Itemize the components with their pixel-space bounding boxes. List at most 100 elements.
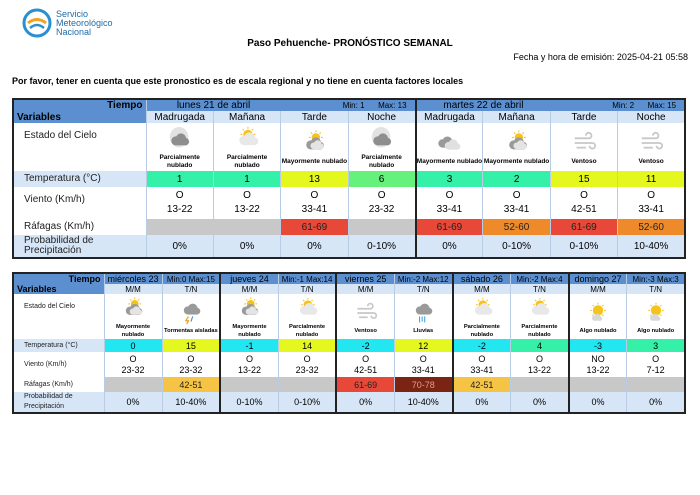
night-cloud-icon: [169, 126, 189, 148]
forecast-table-days-3-7: Tiempo miércoles 23 Min:0 Max:15 jueves 24 M…: [12, 272, 686, 414]
wind-speed: 13-22: [527, 364, 551, 375]
sky-cell: Parcialmente nublado: [213, 123, 282, 171]
precip-cell: 0%: [452, 392, 512, 413]
temp-cell: 11: [617, 171, 687, 187]
sun-cloud-icon: [299, 297, 318, 315]
precip-cell: 0-10%: [550, 235, 619, 258]
sky-cell: Mayormente nublado: [482, 123, 551, 171]
precip-cell: 0%: [568, 392, 628, 413]
sun-cloud-icon: [474, 297, 493, 315]
sky-cell: Algo nublado: [626, 294, 686, 339]
day-max: Max: 15: [647, 101, 677, 110]
gust-label: Ráfagas (Km/h): [13, 219, 147, 235]
temp-cell: 3: [626, 339, 686, 352]
gust-cell: 61-69: [336, 377, 395, 392]
period-label: T/N: [394, 284, 454, 294]
precip-cell: 10-40%: [394, 392, 454, 413]
logo-line: Nacional: [56, 26, 92, 37]
sky-description: Algo nublado: [579, 327, 617, 334]
gust-cell: [278, 377, 338, 392]
precip-cell: 0-10%: [348, 235, 417, 258]
wind-speed: 33-41: [638, 204, 664, 215]
sky-description: Parcialmente nublado: [463, 323, 500, 338]
wind-speed: 13-22: [586, 364, 610, 375]
temp-cell: 12: [394, 339, 454, 352]
wind-direction: O: [580, 190, 588, 201]
logo-line: Servicio: [56, 8, 89, 19]
period-label: Tarde: [550, 111, 619, 123]
sky-description: Ventoso: [638, 158, 664, 165]
forecast-table-days-1-2: Tiempo lunes 21 de abril Min: 1 Max: 13 mar…: [12, 98, 687, 259]
wind-label: Viento (Km/h): [13, 352, 105, 377]
day-name: viernes 25: [336, 273, 395, 284]
precip-label: Probabilidad de Precipitación: [13, 235, 147, 258]
period-label: M/M: [336, 284, 395, 294]
day-min: Min: 1: [342, 101, 365, 110]
sky-description: Parcialmente nublado: [159, 154, 200, 169]
temp-cell: 1: [213, 171, 282, 187]
sky-cell: Parcialmente nublado: [146, 123, 214, 171]
wind-speed: 13-22: [166, 204, 193, 215]
sky-cell: Algo nublado: [568, 294, 628, 339]
day-name: jueves 24: [220, 273, 279, 284]
sky-description: Ventoso: [571, 158, 597, 165]
wind-cell: O 42-51: [550, 187, 619, 219]
sky-description: Parcialmente nublado: [521, 323, 558, 338]
day-header: martes 22 de abril Min: 2 Max: 15: [415, 99, 687, 111]
day-minmax: Min:-1 Max:14: [278, 273, 338, 284]
precip-cell: 0-10%: [278, 392, 338, 413]
temp-cell: -1: [220, 339, 279, 352]
sky-cell: Parcialmente nublado: [452, 294, 512, 339]
sun-cloud-icon: [239, 126, 259, 146]
wind-cell: O 13-22: [213, 187, 282, 219]
wind-speed: 42-51: [354, 364, 378, 375]
wind-direction: O: [187, 353, 195, 364]
period-label: T/N: [162, 284, 222, 294]
wind-direction: O: [445, 190, 454, 201]
sky-cell: Parcialmente nublado: [348, 123, 417, 171]
temp-cell: 15: [550, 171, 619, 187]
sky-description: Mayormente nublado: [483, 158, 550, 165]
precip-cell: 0-10%: [220, 392, 279, 413]
temp-cell: 2: [482, 171, 551, 187]
sun-dark-cloud-icon: [508, 130, 527, 150]
gust-cell: 52-60: [617, 219, 687, 235]
gust-cell: [213, 219, 282, 235]
smn-logo-icon: [22, 8, 52, 38]
wind-cell: O 23-32: [348, 187, 417, 219]
temp-label: Temperatura (°C): [13, 339, 105, 352]
tiempo-header: Tiempo: [13, 99, 147, 111]
gust-cell: 52-60: [482, 219, 551, 235]
wind-speed: 13-22: [237, 364, 261, 375]
gust-cell: [568, 377, 628, 392]
wind-cell: O 33-41: [617, 187, 687, 219]
gust-cell: 61-69: [550, 219, 619, 235]
sun-cloud-icon: [532, 297, 550, 315]
sky-description: Tormentas aisladas: [164, 327, 218, 334]
temp-label: Temperatura (°C): [13, 171, 147, 187]
temp-cell: -3: [568, 339, 628, 352]
period-label: M/M: [452, 284, 512, 294]
wind-label: Viento (Km/h): [13, 187, 147, 219]
sky-description: Ventoso: [354, 327, 377, 334]
sun-dark-cloud-icon: [125, 296, 143, 315]
sky-description: Parcialmente nublado: [289, 323, 326, 338]
temp-cell: 15: [162, 339, 222, 352]
wind-icon: [641, 131, 664, 150]
sun-dark-cloud-icon: [306, 130, 325, 150]
period-label: M/M: [104, 284, 163, 294]
sky-cell: Parcialmente nublado: [278, 294, 338, 339]
gust-cell: [220, 377, 279, 392]
wind-icon: [574, 131, 597, 150]
period-label: Madrugada: [415, 111, 484, 123]
wind-speed: 33-41: [436, 204, 463, 215]
wind-direction: O: [535, 353, 543, 364]
wind-cell: O 42-51: [336, 352, 395, 377]
day-minmax: Min:-2 Max:4: [510, 273, 570, 284]
wind-cell: O 13-22: [510, 352, 570, 377]
temp-cell: 0: [104, 339, 163, 352]
night-cloud-icon: [371, 126, 391, 148]
sky-cell: Ventoso: [550, 123, 619, 171]
precip-cell: 0%: [280, 235, 349, 258]
temp-cell: 1: [146, 171, 214, 187]
